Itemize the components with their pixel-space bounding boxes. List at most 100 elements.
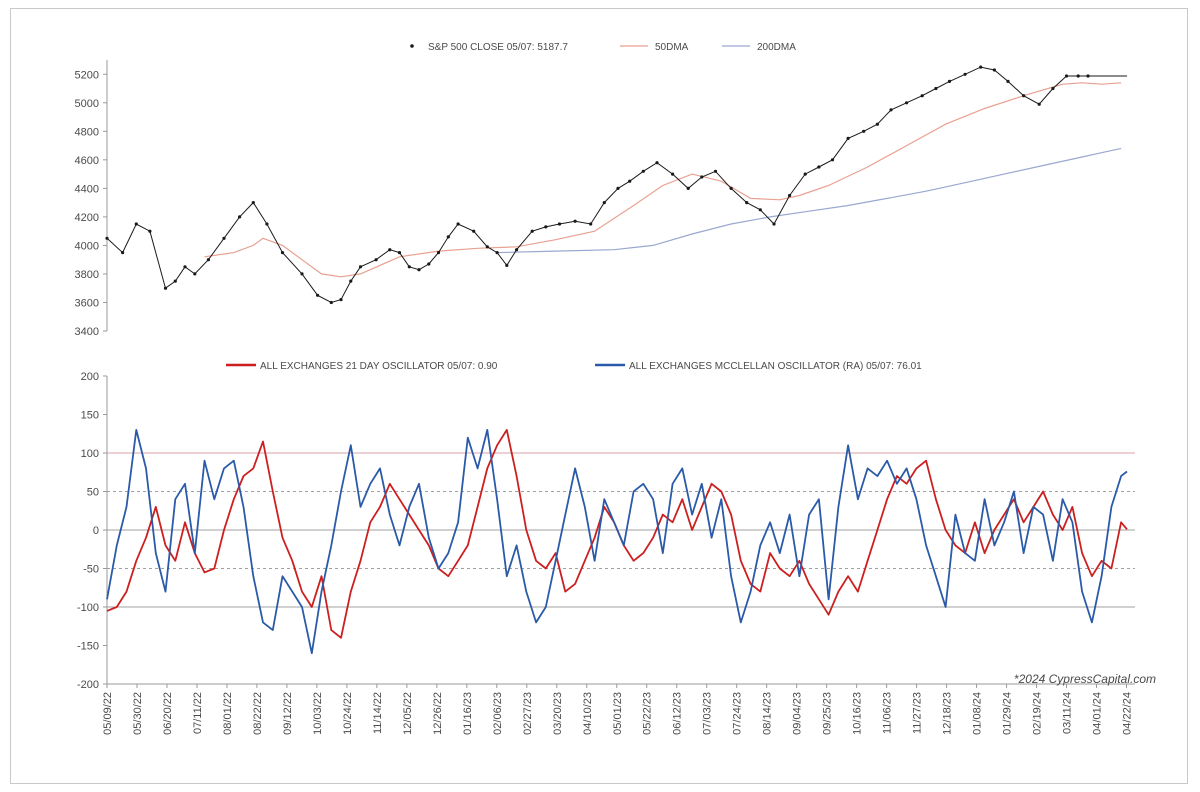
sp500-point	[495, 251, 499, 255]
x-tick-label: 04/22/24	[1122, 692, 1134, 735]
sp500-point	[374, 258, 378, 262]
sp500-point	[602, 201, 606, 205]
sp500-point	[557, 222, 562, 226]
sp500-point	[456, 222, 460, 226]
sp500-point	[173, 279, 177, 283]
sp500-point	[803, 172, 807, 176]
sp500-point	[745, 201, 749, 205]
x-tick-label: 11/06/23	[882, 692, 894, 734]
x-tick-label: 07/03/23	[702, 692, 714, 735]
top-y-tick-label: 3800	[75, 269, 99, 281]
chart-border	[10, 8, 1188, 784]
sp500-point	[1006, 79, 1010, 83]
top-panel: 3400 3600 3800 4000 4200 4400 4600 4800 5000 5200	[75, 60, 108, 338]
x-tick-label: 04/01/24	[1092, 692, 1104, 735]
x-tick-label: 08/14/23	[762, 692, 774, 735]
x-tick-label: 05/30/22	[132, 692, 144, 735]
x-tick-label: 12/05/22	[402, 692, 414, 735]
x-tick-label: 02/27/23	[522, 692, 534, 735]
sp500-point	[758, 208, 762, 212]
top-y-tick-label: 3600	[75, 297, 99, 309]
legend-sp500-label: S&P 500 CLOSE 05/07: 5187.7	[428, 42, 568, 53]
sp500-point	[121, 251, 125, 255]
legend-mcclellan-label: ALL EXCHANGES MCCLELLAN OSCILLATOR (RA) …	[629, 361, 922, 372]
x-tick-label: 01/16/23	[462, 692, 474, 735]
sp500-point	[1076, 74, 1080, 78]
sp500-point	[862, 129, 866, 133]
sp500-point	[1037, 102, 1041, 106]
sp500-point	[407, 265, 411, 269]
sp500-point	[222, 236, 226, 240]
top-y-tick-label: 4800	[75, 126, 99, 138]
bottom-y-tick-label: 100	[81, 448, 99, 460]
sp500-point	[163, 286, 168, 290]
bottom-y-tick-label: 50	[87, 487, 99, 499]
sp500-point	[772, 222, 776, 226]
sp500-point	[573, 219, 577, 223]
sp500-point	[628, 179, 632, 183]
sp500-point	[1022, 94, 1026, 98]
bottom-y-tick-label: 150	[81, 410, 99, 422]
series-sp500-line	[106, 66, 1127, 304]
sp500-point	[358, 265, 363, 269]
sp500-point	[686, 186, 690, 190]
top-legend: S&P 500 CLOSE 05/07: 5187.7 50DMA 200DMA	[410, 42, 796, 53]
x-tick-label: 05/22/23	[642, 692, 654, 735]
sp500-point	[544, 225, 548, 229]
sp500-point	[193, 272, 197, 276]
x-tick-label: 07/11/22	[192, 692, 204, 734]
x-tick-label: 09/04/23	[792, 692, 804, 735]
x-tick-label: 01/08/24	[972, 692, 984, 735]
sp500-point	[388, 248, 392, 252]
x-tick-label: 08/22/22	[252, 692, 264, 735]
x-tick-label: 02/19/24	[1032, 692, 1044, 735]
top-y-tick-label: 4000	[75, 240, 99, 252]
top-y-tick-label: 4200	[75, 212, 99, 224]
top-y-tick-label: 5200	[75, 69, 99, 81]
sp500-point	[472, 229, 476, 233]
x-tick-label: 04/10/23	[582, 692, 594, 735]
sp500-point	[875, 122, 880, 126]
top-y-tick-label: 4400	[75, 183, 99, 195]
sp500-point	[905, 101, 909, 105]
top-series	[105, 65, 1127, 305]
x-tick-label: 09/25/23	[822, 692, 834, 735]
sp500-point	[427, 262, 431, 266]
x-tick-label: 03/11/24	[1062, 692, 1074, 734]
bottom-legend: ALL EXCHANGES 21 DAY OSCILLATOR 05/07: 0…	[226, 361, 922, 372]
sp500-point	[589, 222, 593, 226]
sp500-point	[397, 251, 402, 255]
sp500-point	[183, 265, 187, 269]
sp500-point	[349, 279, 353, 283]
x-axis-ticks: 05/09/22 05/30/22 06/20/22 07/11/22 08/01/22…	[102, 684, 1134, 735]
sp500-point	[300, 272, 304, 276]
x-tick-label: 08/01/22	[222, 692, 234, 735]
sp500-point	[530, 229, 534, 233]
sp500-point	[505, 263, 509, 267]
sp500-point	[1064, 74, 1069, 78]
sp500-point	[105, 236, 109, 240]
sp500-point	[671, 172, 675, 176]
x-tick-label: 12/18/23	[942, 692, 954, 735]
sp500-point	[265, 222, 269, 226]
bottom-y-tick-label: -150	[77, 641, 99, 653]
sp500-point	[963, 72, 967, 76]
sp500-point	[729, 186, 733, 190]
sp500-point	[417, 268, 421, 272]
top-y-tick-label: 5000	[75, 98, 99, 110]
legend-21day-label: ALL EXCHANGES 21 DAY OSCILLATOR 05/07: 0…	[260, 361, 498, 372]
sp500-point	[641, 169, 645, 173]
sp500-point	[436, 251, 441, 255]
x-tick-label: 02/06/23	[492, 692, 504, 735]
sp500-point	[206, 258, 210, 262]
legend-50dma-label: 50DMA	[655, 42, 689, 53]
sp500-point	[339, 298, 343, 302]
sp500-point	[251, 201, 255, 205]
sp500-point	[238, 215, 242, 219]
series-mcclellan-oscillator	[106, 428, 1128, 655]
sp500-point	[134, 222, 138, 226]
sp500-point	[788, 193, 792, 198]
sp500-point	[920, 94, 924, 98]
sp500-point	[515, 248, 519, 252]
